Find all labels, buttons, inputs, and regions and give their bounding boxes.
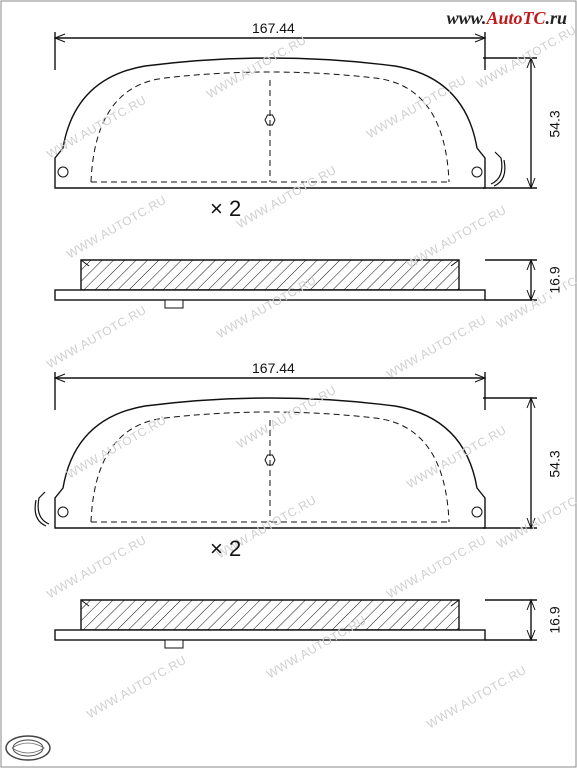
qty-top: × 2: [210, 196, 241, 222]
brand-badge-icon: [4, 734, 52, 762]
dim-height-top: 54.3: [547, 108, 563, 139]
site-logo: www.AutoTC.ru: [447, 8, 567, 29]
dim-width-top: 167.44: [250, 20, 297, 36]
logo-suffix: .ru: [545, 8, 567, 28]
dim-width-bottom: 167.44: [250, 360, 297, 376]
dim-thick-top: 16.9: [547, 264, 563, 295]
logo-prefix: www.: [447, 8, 487, 28]
qty-bottom: × 2: [210, 536, 241, 562]
dim-height-bottom: 54.3: [547, 448, 563, 479]
logo-mid: Auto: [486, 8, 522, 28]
logo-accent: TC: [522, 8, 545, 28]
dim-thick-bottom: 16.9: [547, 604, 563, 635]
technical-drawing: [0, 0, 577, 768]
